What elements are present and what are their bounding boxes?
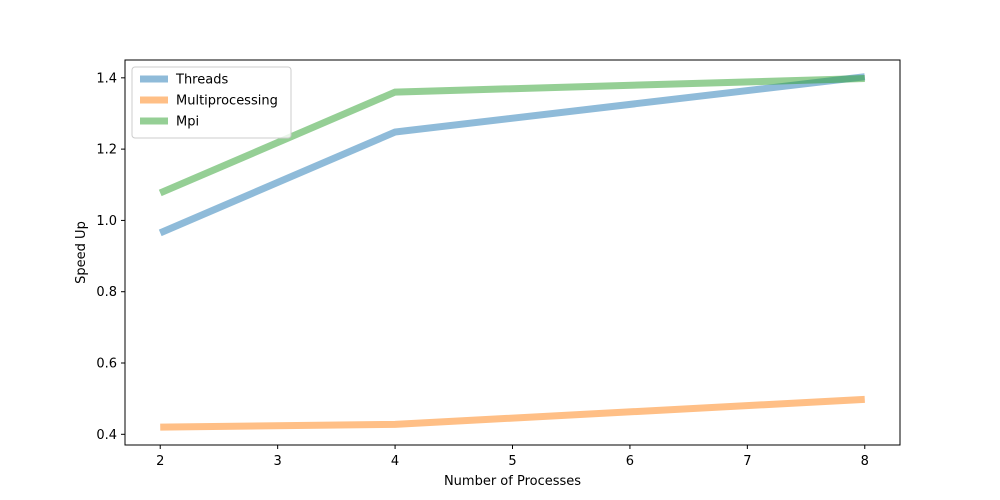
y-tick-label: 0.4 xyxy=(96,428,117,443)
x-tick-label: 3 xyxy=(274,454,282,469)
y-tick-label: 1.0 xyxy=(96,214,117,229)
legend-label-multiprocessing: Multiprocessing xyxy=(176,94,278,109)
y-tick-label: 1.4 xyxy=(96,71,117,86)
series-line-mpi xyxy=(158,75,865,197)
x-tick-label: 7 xyxy=(743,454,751,469)
x-tick-label: 8 xyxy=(861,454,869,469)
y-tick-label: 0.6 xyxy=(96,357,117,372)
legend: Threads Multiprocessing Mpi xyxy=(131,66,292,139)
y-tick-label: 0.8 xyxy=(96,285,117,300)
x-tick-label: 6 xyxy=(626,454,634,469)
y-axis-label: Speed Up xyxy=(74,221,89,284)
x-axis-label: Number of Processes xyxy=(444,474,581,489)
legend-label-mpi: Mpi xyxy=(176,115,199,130)
legend-box xyxy=(131,66,292,139)
x-tick-label: 4 xyxy=(391,454,399,469)
x-tick-label: 2 xyxy=(156,454,164,469)
x-tick-label: 5 xyxy=(508,454,516,469)
y-tick-label: 1.2 xyxy=(96,143,117,158)
series-line-multiprocessing xyxy=(160,395,865,431)
x-axis: 2 3 4 5 6 7 8 xyxy=(156,445,869,469)
legend-label-threads: Threads xyxy=(175,73,228,88)
y-axis: 0.4 0.6 0.8 1.0 1.2 1.4 xyxy=(96,71,125,443)
series-layer xyxy=(158,73,866,431)
series-line-threads xyxy=(158,73,866,237)
